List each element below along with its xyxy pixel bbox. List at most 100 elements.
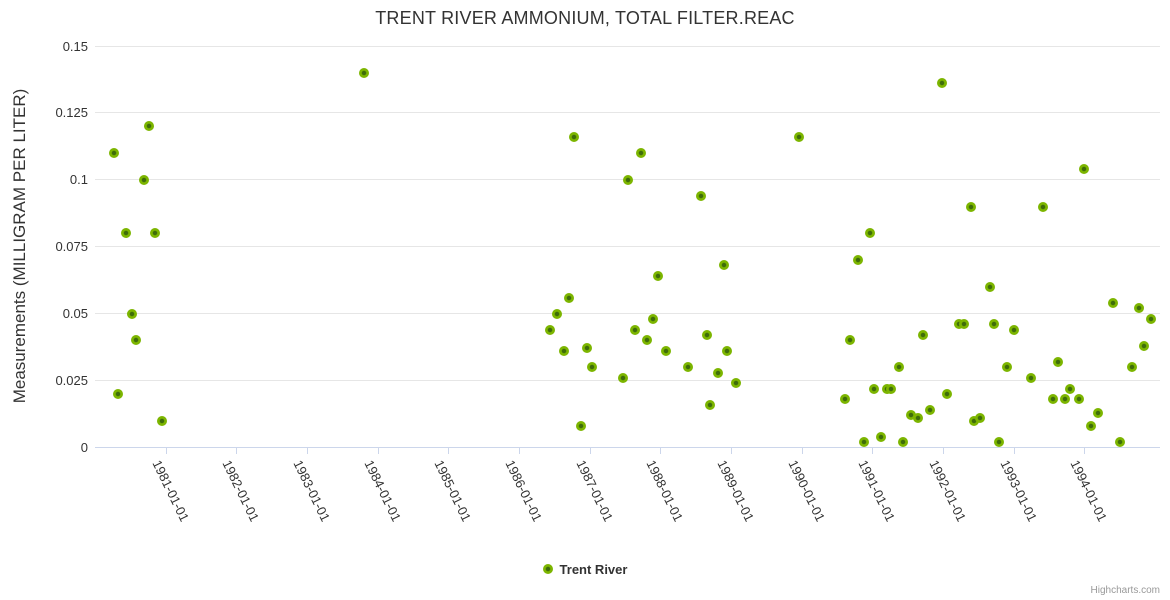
y-tick-label: 0.125 (55, 105, 88, 121)
data-point[interactable] (629, 324, 640, 335)
data-point[interactable] (581, 343, 592, 354)
data-point[interactable] (704, 399, 715, 410)
legend-label: Trent River (559, 561, 628, 577)
data-point[interactable] (1060, 394, 1071, 405)
data-point[interactable] (157, 415, 168, 426)
legend: Trent River (0, 561, 1170, 579)
data-point[interactable] (617, 372, 628, 383)
data-point[interactable] (864, 228, 875, 239)
x-tick-label: 1986-01-01 (502, 457, 546, 524)
highcharts-credits-link[interactable]: Highcharts.com (1090, 585, 1160, 596)
data-point[interactable] (1092, 407, 1103, 418)
data-point[interactable] (1002, 362, 1013, 373)
data-point[interactable] (648, 314, 659, 325)
data-point[interactable] (702, 330, 712, 341)
x-tick-mark (943, 448, 945, 454)
data-point[interactable] (937, 78, 948, 89)
data-point[interactable] (653, 271, 664, 282)
data-point[interactable] (121, 228, 132, 239)
data-point[interactable] (886, 383, 897, 394)
data-point[interactable] (730, 378, 741, 389)
y-tick-label: 0.1 (69, 172, 88, 188)
data-point[interactable] (906, 410, 917, 421)
data-point[interactable] (712, 367, 723, 378)
data-point[interactable] (143, 121, 154, 132)
data-point[interactable] (130, 335, 141, 346)
data-point[interactable] (917, 330, 928, 341)
data-point[interactable] (635, 148, 646, 159)
data-point[interactable] (552, 308, 563, 319)
data-point[interactable] (718, 260, 729, 271)
data-point[interactable] (958, 319, 969, 330)
data-point[interactable] (975, 413, 986, 424)
x-tick-mark (165, 448, 167, 454)
x-tick-label: 1990-01-01 (785, 457, 828, 524)
data-point[interactable] (969, 415, 980, 426)
data-point[interactable] (1073, 394, 1084, 405)
x-tick-mark (377, 448, 379, 454)
data-point[interactable] (641, 335, 652, 346)
data-point[interactable] (682, 362, 693, 373)
data-point[interactable] (985, 281, 996, 292)
x-tick-label: 1984-01-01 (361, 457, 404, 524)
x-tick-label: 1992-01-01 (926, 457, 970, 524)
y-tick-label: 0.025 (55, 373, 88, 389)
x-tick-label: 1989-01-01 (714, 457, 758, 524)
data-point[interactable] (569, 132, 580, 142)
x-tick-label: 1994-01-01 (1067, 457, 1111, 524)
data-point[interactable] (875, 431, 886, 442)
data-point[interactable] (1065, 383, 1076, 394)
data-point[interactable] (1085, 421, 1096, 432)
legend-item-trent-river[interactable]: Trent River (542, 561, 628, 577)
y-tick-label: 0.05 (62, 306, 88, 322)
data-point[interactable] (1126, 362, 1137, 373)
data-point[interactable] (793, 132, 804, 142)
y-gridline (95, 45, 1160, 47)
data-point[interactable] (545, 324, 556, 335)
y-tick-label: 0.075 (55, 239, 88, 255)
data-point[interactable] (839, 394, 850, 405)
data-point[interactable] (988, 319, 999, 330)
data-point[interactable] (622, 174, 633, 185)
data-point[interactable] (893, 362, 904, 373)
x-axis-line (95, 447, 1160, 448)
data-point[interactable] (586, 362, 597, 373)
x-tick-label: 1981-01-01 (149, 457, 192, 524)
data-point[interactable] (942, 388, 953, 399)
data-point[interactable] (965, 201, 976, 212)
x-tick-label: 1987-01-01 (573, 457, 616, 524)
data-point[interactable] (912, 413, 923, 424)
data-point[interactable] (358, 67, 369, 78)
data-point[interactable] (695, 190, 706, 201)
data-point[interactable] (1038, 201, 1049, 212)
data-point[interactable] (1114, 437, 1125, 448)
y-tick-label: 0.15 (62, 38, 88, 54)
data-point[interactable] (1108, 297, 1119, 308)
data-point[interactable] (924, 405, 935, 416)
data-point[interactable] (1145, 314, 1156, 325)
data-point[interactable] (558, 346, 569, 357)
data-point[interactable] (150, 228, 161, 239)
data-point[interactable] (113, 388, 124, 399)
data-point[interactable] (661, 346, 671, 357)
data-point[interactable] (1078, 164, 1089, 175)
data-point[interactable] (1053, 356, 1064, 367)
data-point[interactable] (1048, 394, 1059, 405)
data-point[interactable] (845, 335, 856, 346)
data-point[interactable] (575, 421, 586, 432)
data-point[interactable] (1133, 303, 1144, 314)
data-point[interactable] (858, 437, 869, 448)
data-point[interactable] (898, 437, 909, 448)
data-point[interactable] (109, 148, 120, 159)
x-tick-mark (589, 448, 591, 454)
data-point[interactable] (1138, 340, 1149, 351)
data-point[interactable] (126, 308, 137, 319)
data-point[interactable] (869, 383, 880, 394)
data-point[interactable] (1025, 372, 1036, 383)
data-point[interactable] (722, 346, 733, 357)
data-point[interactable] (564, 292, 575, 303)
data-point[interactable] (138, 174, 149, 185)
data-point[interactable] (852, 255, 863, 266)
data-point[interactable] (1008, 324, 1019, 335)
data-point[interactable] (993, 437, 1004, 448)
